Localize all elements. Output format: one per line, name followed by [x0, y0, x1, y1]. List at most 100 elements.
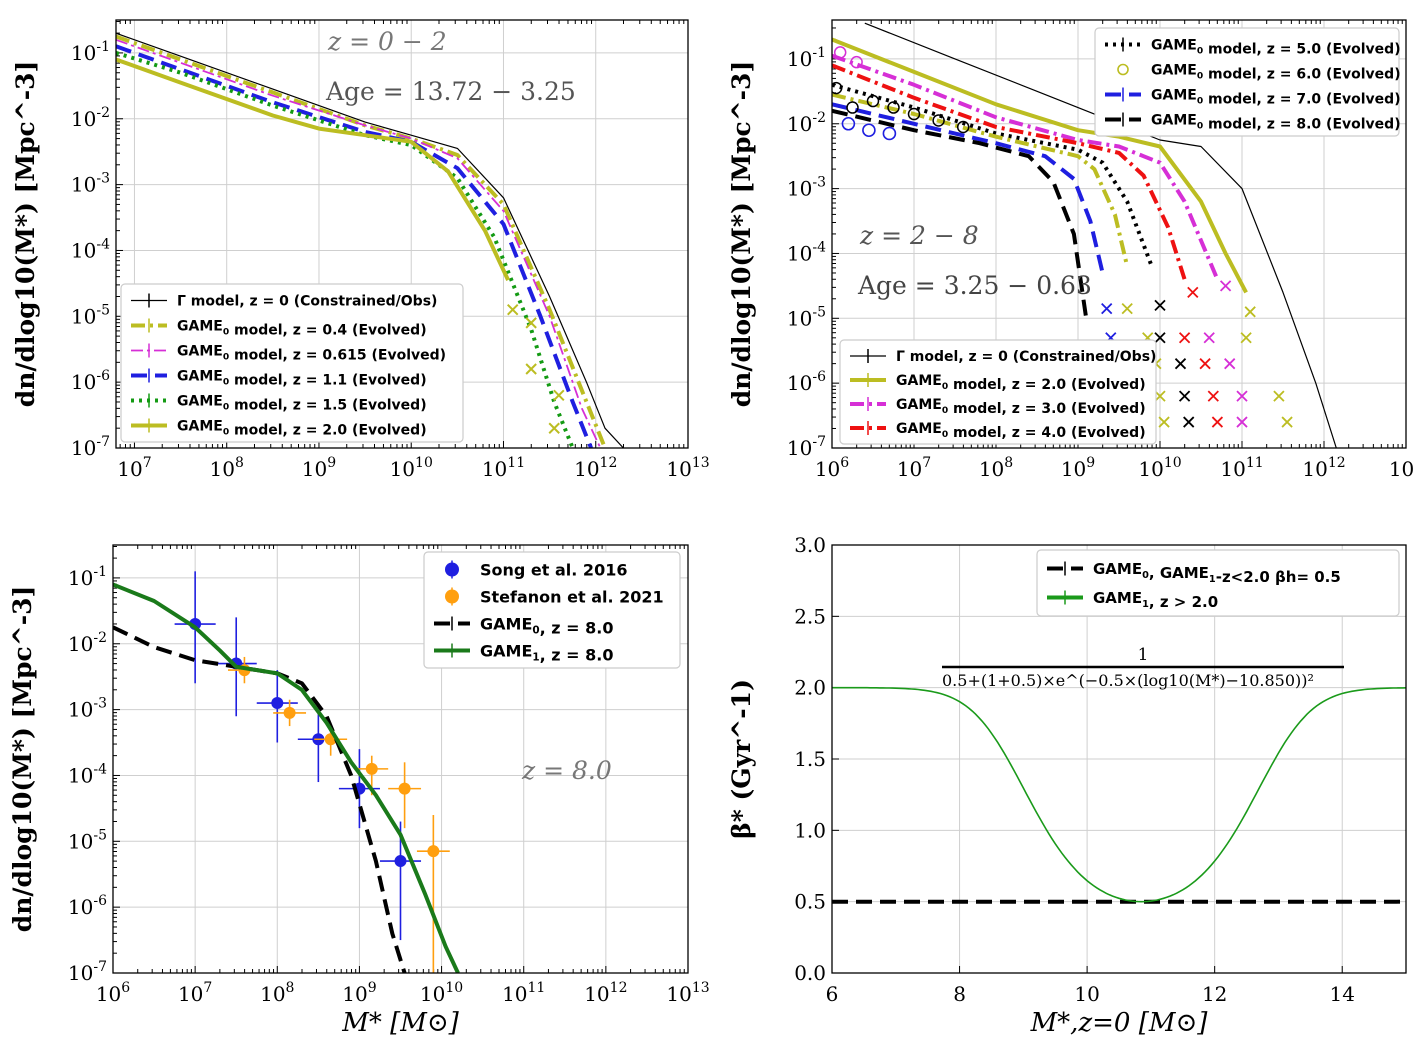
series-line — [116, 57, 510, 281]
data-point — [365, 762, 378, 775]
data-point — [283, 706, 296, 719]
x-tick-label: 6 — [826, 982, 839, 1006]
chart-p2: 106 107 108 109 1010 1011 1012 101 10-1 10-2 10-3 1… — [727, 19, 1415, 481]
legend-marker — [1117, 63, 1129, 76]
x-marker — [1154, 390, 1166, 402]
y-tick-label: 2.0 — [794, 676, 826, 700]
y-tick-label: 10-1 — [787, 45, 826, 71]
circle-marker — [956, 120, 970, 134]
y-tick-label: 10-2 — [787, 110, 826, 136]
legend-label: GAME0 model, z = 3.0 (Evolved) — [896, 397, 1146, 417]
x-marker — [1236, 390, 1248, 402]
formula-numerator: 1 — [1138, 645, 1149, 665]
legend-label: GAME0 model, z = 1.1 (Evolved) — [177, 369, 427, 389]
legend-label: GAME0 model, z = 4.0 (Evolved) — [896, 421, 1146, 441]
series-line — [116, 38, 602, 448]
circle-marker — [882, 126, 897, 141]
legend-label: GAME0 model, z = 2.0 (Evolved) — [896, 373, 1146, 393]
x-tick-label: 108 — [260, 980, 294, 1006]
annotation-age: Age = 3.25 − 0.63 — [857, 271, 1092, 300]
legend-label: GAME0 model, z = 2.0 (Evolved) — [177, 419, 427, 439]
circle-marker — [887, 101, 900, 114]
y-tick-label: 10-2 — [71, 105, 110, 131]
circle-marker — [841, 116, 856, 131]
series-line — [832, 92, 1130, 267]
y-axis-label: dn/dlog10(M*) [Mpc^-3] — [8, 586, 37, 933]
chart-p3: 106 107 108 109 1010 1011 1012 1013 10-1 10-2 10-3… — [8, 544, 710, 1038]
x-marker — [1236, 416, 1248, 428]
y-tick-label: 10-5 — [71, 302, 110, 328]
y-tick-label: 10-7 — [787, 434, 826, 460]
circle-marker — [846, 101, 859, 114]
x-marker — [1174, 358, 1187, 370]
data-point — [427, 845, 440, 858]
legend-label: GAME0, z = 8.0 — [480, 614, 613, 637]
y-tick-label: 10-3 — [71, 171, 110, 197]
y-tick-label: 10-1 — [71, 39, 110, 65]
x-marker — [1240, 332, 1252, 344]
legend: Γ model, z = 0 (Constrained/Obs) GAME0 mo… — [839, 339, 1157, 445]
y-tick-label: 10-4 — [68, 761, 107, 787]
x-marker — [1211, 416, 1224, 428]
legend-box — [120, 283, 464, 443]
x-tick-label: 10 — [1074, 982, 1099, 1006]
legend-box — [423, 551, 681, 669]
x-axis-label: M* [M⊙] — [341, 1008, 459, 1038]
annotation-redshift: z = 8.0 — [521, 756, 612, 785]
x-tick-label: 101 — [1389, 455, 1415, 481]
x-marker — [525, 317, 537, 329]
y-axis-label: dn/dlog10(M*) [Mpc^-3] — [727, 61, 756, 408]
plot-area — [832, 22, 1337, 448]
y-tick-label: 10-1 — [68, 564, 107, 590]
legend-label: GAME0 model, z = 5.0 (Evolved) — [1151, 38, 1401, 58]
y-tick-label: 10-6 — [787, 369, 826, 395]
legend: GAME0, GAME1-z<2.0 βh= 0.5 GAME1, z > 2.0 — [1036, 549, 1400, 617]
axes-frame — [115, 19, 689, 449]
axes-frame — [831, 544, 1407, 974]
series-line — [832, 82, 1154, 268]
x-tick-label: 1012 — [574, 455, 617, 481]
y-tick-label: 10-6 — [71, 368, 110, 394]
x-tick-label: 12 — [1202, 982, 1227, 1006]
x-tick-label: 1010 — [390, 455, 433, 481]
series-line — [832, 686, 1406, 903]
y-tick-label: 10-7 — [71, 434, 110, 460]
annotation-redshift: z = 0 − 2 — [327, 27, 447, 56]
legend-label: GAME0, GAME1-z<2.0 βh= 0.5 — [1093, 560, 1341, 586]
x-tick-label: 107 — [897, 455, 931, 481]
x-marker — [1178, 332, 1191, 344]
plot-area — [113, 571, 460, 973]
y-tick-label: 10-6 — [68, 893, 107, 919]
plot-area — [116, 32, 624, 448]
x-tick-label: 14 — [1329, 982, 1354, 1006]
y-tick-label: 10-5 — [68, 827, 107, 853]
x-marker — [1183, 416, 1195, 428]
y-tick-label: 10-2 — [68, 630, 107, 656]
x-marker — [1178, 390, 1191, 402]
data-point — [394, 855, 407, 868]
circle-marker — [932, 114, 945, 127]
x-marker — [1101, 302, 1113, 315]
series-line — [832, 63, 1187, 281]
chart-p4: 6 8 10 12 14 0.0 0.5 1.0 1.5 2.0 2.5 3.0 β* (Gyr^-1)… — [727, 533, 1407, 1038]
legend-label: Γ model, z = 0 (Constrained/Obs) — [177, 294, 437, 310]
plot-area — [832, 686, 1406, 904]
y-axis-label: β* (Gyr^-1) — [727, 679, 756, 839]
series-line — [116, 32, 624, 448]
y-tick-label: 2.5 — [794, 604, 826, 628]
y-tick-label: 1.0 — [794, 818, 826, 842]
x-tick-label: 1010 — [420, 980, 463, 1006]
legend-label: GAME0 model, z = 0.615 (Evolved) — [177, 344, 446, 364]
legend-label: GAME1, z > 2.0 — [1093, 589, 1218, 611]
x-tick-label: 1012 — [584, 980, 627, 1006]
series-line — [113, 625, 407, 973]
x-tick-label: 109 — [1061, 455, 1095, 481]
x-marker — [1224, 358, 1236, 370]
legend-label: Γ model, z = 0 (Constrained/Obs) — [896, 349, 1156, 365]
formula-denominator: 0.5+(1+0.5)×e^(−0.5×(log10(M*)−10.850))² — [942, 671, 1314, 690]
x-tick-label: 107 — [117, 455, 151, 481]
y-tick-label: 0.5 — [794, 890, 826, 914]
x-marker — [1187, 286, 1199, 299]
legend-label: GAME0 model, z = 8.0 (Evolved) — [1151, 113, 1401, 133]
annotation-redshift: z = 2 − 8 — [859, 221, 979, 250]
